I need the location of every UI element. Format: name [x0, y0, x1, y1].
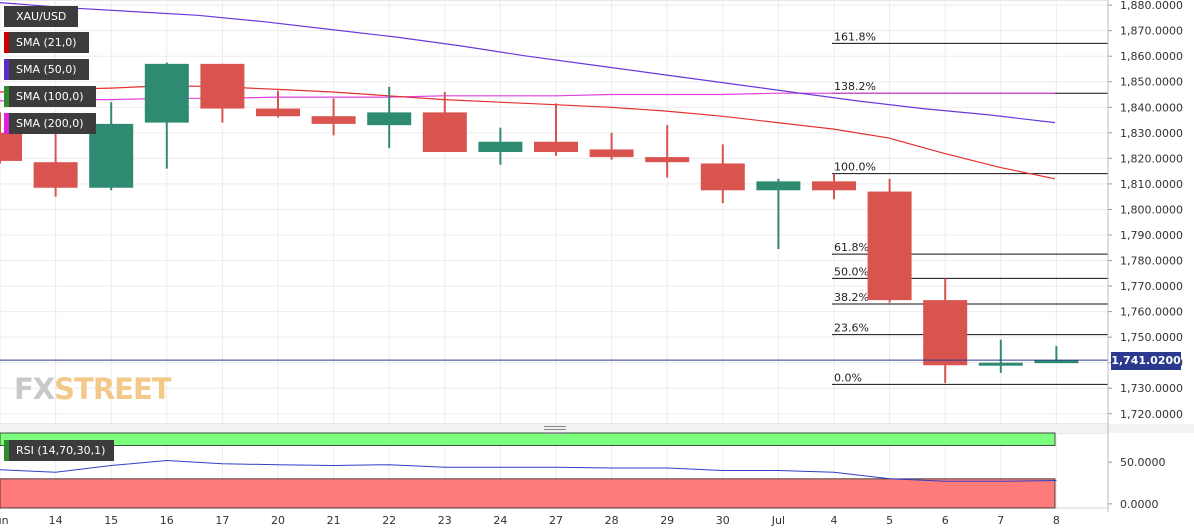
y-tick-label: 1,880.0000 [1120, 0, 1183, 12]
candle-body [33, 162, 78, 188]
y-tick-label: 1,810.0000 [1120, 178, 1183, 191]
y-tick-label: 1,720.0000 [1120, 408, 1183, 421]
rsi-y-tick-label: 0.0000 [1120, 498, 1159, 511]
pane-resize-handle[interactable] [544, 426, 566, 434]
y-tick-label: 1,750.0000 [1120, 331, 1183, 344]
rsi-oversold-zone [0, 478, 1056, 509]
candle-body [200, 63, 245, 109]
candle-body [978, 362, 1023, 366]
candle-body [256, 108, 300, 117]
sma100-legend[interactable]: SMA (100,0) [4, 86, 96, 107]
sma200-legend[interactable]: SMA (200,0) [4, 113, 96, 134]
x-tick-label: 22 [382, 514, 396, 527]
y-tick-label: 1,820.0000 [1120, 152, 1183, 165]
x-tick-label: 20 [271, 514, 285, 527]
rsi-y-tick-label: 50.0000 [1120, 456, 1166, 469]
rsi-overbought-zone [0, 432, 1056, 446]
fib-level-label: 0.0% [834, 371, 862, 384]
candle-body [756, 181, 801, 191]
instrument-label: XAU/USD [4, 6, 78, 27]
sma21-legend[interactable]: SMA (21,0) [4, 32, 89, 53]
candle-body [422, 112, 467, 152]
x-tick-label: 17 [215, 514, 229, 527]
candle-body [645, 157, 690, 163]
x-tick-label: 7 [997, 514, 1004, 527]
y-tick-label: 1,800.0000 [1120, 203, 1183, 216]
candle-body [311, 116, 356, 124]
x-tick-label: 14 [49, 514, 63, 527]
x-tick-label: 23 [438, 514, 452, 527]
x-tick-label: 16 [160, 514, 174, 527]
x-tick-label: 5 [886, 514, 893, 527]
x-tick-label: 6 [942, 514, 949, 527]
y-tick-label: 1,770.0000 [1120, 280, 1183, 293]
y-tick-label: 1,790.0000 [1120, 229, 1183, 242]
x-tick-label: 30 [716, 514, 730, 527]
y-tick-label: 1,840.0000 [1120, 101, 1183, 114]
y-tick-label: 1,780.0000 [1120, 255, 1183, 268]
sma50-swatch [4, 59, 9, 80]
sma50-line [0, 2, 1056, 124]
y-tick-label: 1,830.0000 [1120, 127, 1183, 140]
candle-body [812, 181, 856, 191]
x-tick-label: Jul [771, 514, 785, 527]
x-tick-label: 21 [327, 514, 341, 527]
fib-level-label: 23.6% [834, 322, 869, 335]
candle-body [700, 163, 745, 191]
candle-body [589, 149, 634, 158]
x-tick-label: 29 [660, 514, 674, 527]
fib-level-label: 138.2% [834, 80, 876, 93]
fib-level-label: 161.8% [834, 30, 876, 43]
sma21-swatch [4, 32, 9, 53]
y-tick-label: 1,730.0000 [1120, 382, 1183, 395]
candle-body [478, 141, 523, 152]
sma100-swatch [4, 86, 9, 107]
candle-body [1034, 360, 1079, 364]
fib-level-label: 38.2% [834, 291, 869, 304]
candle-body [144, 63, 189, 123]
x-tick-label: 28 [605, 514, 619, 527]
sma200-swatch [4, 113, 9, 134]
y-tick-label: 1,870.0000 [1120, 25, 1183, 38]
candle-body [89, 123, 134, 188]
x-tick-label: 15 [104, 514, 118, 527]
x-tick-label: 8 [1053, 514, 1060, 527]
x-tick-label: Jun [0, 514, 9, 527]
fib-level-label: 61.8% [834, 241, 869, 254]
fxstreet-logo: FXSTREET [14, 372, 172, 406]
candle-body [367, 112, 412, 126]
y-tick-label: 1,860.0000 [1120, 50, 1183, 63]
x-tick-label: 27 [549, 514, 563, 527]
rsi-line [0, 459, 1057, 482]
sma50-legend[interactable]: SMA (50,0) [4, 59, 89, 80]
candle-body [867, 191, 912, 301]
x-tick-label: 24 [493, 514, 507, 527]
rsi-swatch [4, 440, 9, 461]
x-tick-label: 4 [831, 514, 838, 527]
pane-separator [0, 424, 1194, 433]
rsi-legend[interactable]: RSI (14,70,30,1) [4, 440, 114, 461]
last-price-tag: 1,741.0200 [1111, 352, 1181, 370]
candle-body [0, 132, 22, 161]
candle-body [923, 300, 968, 366]
y-tick-label: 1,760.0000 [1120, 306, 1183, 319]
fib-level-label: 100.0% [834, 161, 876, 174]
candle-body [534, 141, 578, 152]
y-tick-label: 1,850.0000 [1120, 76, 1183, 89]
fib-level-label: 50.0% [834, 265, 869, 278]
